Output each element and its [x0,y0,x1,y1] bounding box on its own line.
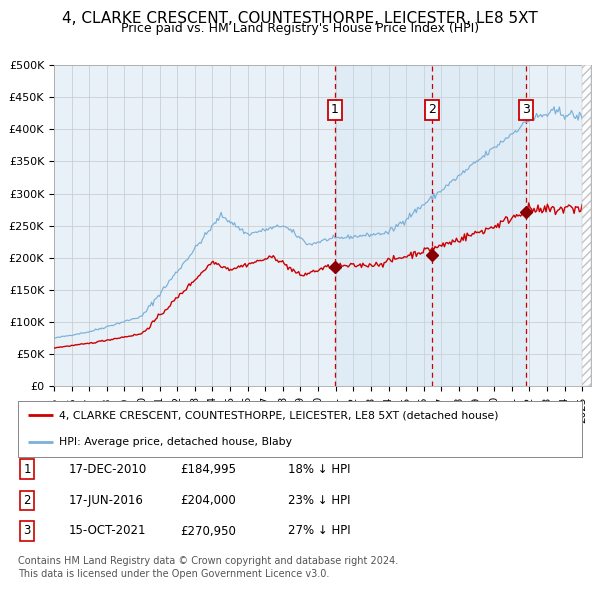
Text: 15-OCT-2021: 15-OCT-2021 [69,525,146,537]
Text: 2: 2 [23,494,31,507]
Text: 3: 3 [522,103,530,116]
Text: 1: 1 [23,463,31,476]
Text: 4, CLARKE CRESCENT, COUNTESTHORPE, LEICESTER, LE8 5XT: 4, CLARKE CRESCENT, COUNTESTHORPE, LEICE… [62,11,538,25]
Text: £184,995: £184,995 [180,463,236,476]
Text: 27% ↓ HPI: 27% ↓ HPI [288,525,350,537]
Text: 1: 1 [331,103,339,116]
Text: 18% ↓ HPI: 18% ↓ HPI [288,463,350,476]
Bar [335,65,526,386]
Text: Contains HM Land Registry data © Crown copyright and database right 2024.: Contains HM Land Registry data © Crown c… [18,556,398,566]
Text: 23% ↓ HPI: 23% ↓ HPI [288,494,350,507]
Text: £270,950: £270,950 [180,525,236,537]
Text: HPI: Average price, detached house, Blaby: HPI: Average price, detached house, Blab… [59,437,292,447]
Text: Price paid vs. HM Land Registry's House Price Index (HPI): Price paid vs. HM Land Registry's House … [121,22,479,35]
Text: 3: 3 [23,525,31,537]
Text: 17-DEC-2010: 17-DEC-2010 [69,463,147,476]
Text: 4, CLARKE CRESCENT, COUNTESTHORPE, LEICESTER, LE8 5XT (detached house): 4, CLARKE CRESCENT, COUNTESTHORPE, LEICE… [59,410,498,420]
Text: £204,000: £204,000 [180,494,236,507]
Text: This data is licensed under the Open Government Licence v3.0.: This data is licensed under the Open Gov… [18,569,329,579]
Text: 2: 2 [428,103,436,116]
Text: 17-JUN-2016: 17-JUN-2016 [69,494,144,507]
